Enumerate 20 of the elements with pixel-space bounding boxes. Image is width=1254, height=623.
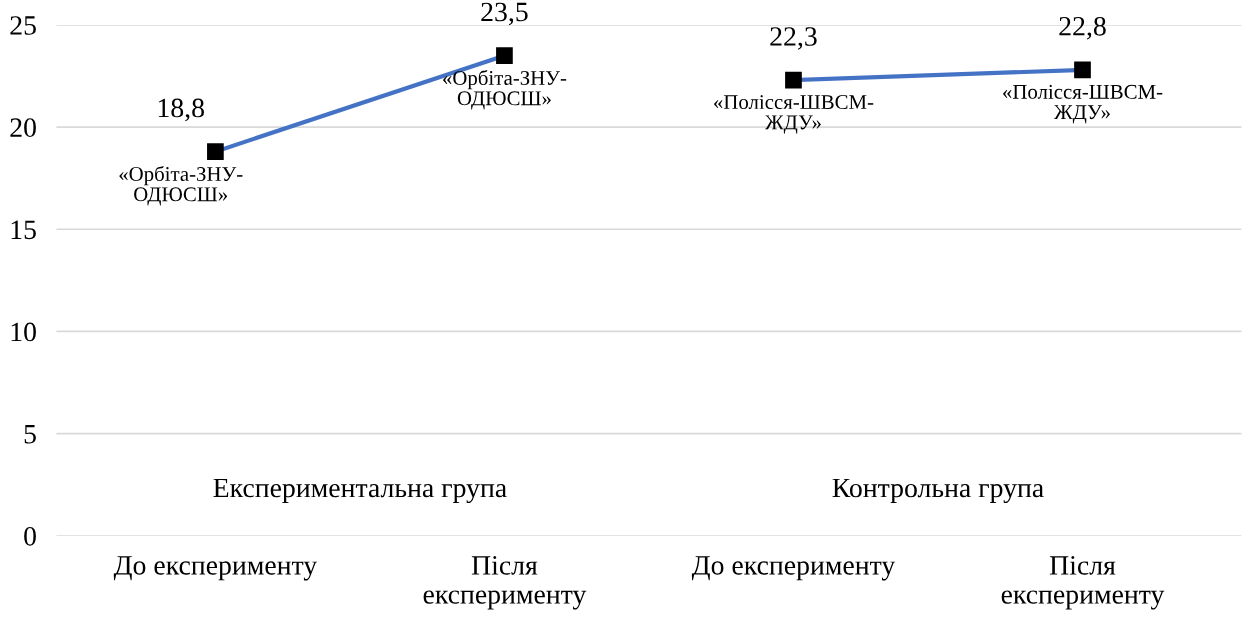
y-tick-label: 20 (10, 118, 36, 137)
y-tick-label: 15 (11, 220, 36, 240)
data-label: 22,8 (1059, 16, 1106, 40)
y-tick-label: 0 (24, 526, 36, 546)
data-label: 18,8 (158, 98, 204, 122)
x-tick-label: До експерименту (113, 556, 318, 581)
y-tick-label: 5 (24, 425, 36, 444)
annotation: Експериментальна група (213, 478, 507, 504)
x-tick-label: До експерименту (691, 556, 896, 581)
annotation: «Полісся-ШВСМ- ЖДУ» (714, 95, 874, 134)
x-tick-label: Після експерименту (423, 556, 587, 610)
data-label: 22,3 (770, 27, 817, 50)
y-tick-label: 25 (10, 16, 36, 35)
annotation: «Орбіта-ЗНУ- ОДЮСШ» (443, 69, 567, 110)
y-tick-label: 10 (11, 322, 36, 342)
annotation: «Орбіта-ЗНУ- ОДЮСШ» (119, 165, 243, 206)
annotation: «Полісся-ШВСМ- ЖДУ» (1003, 84, 1163, 124)
annotation: Контрольна група (832, 478, 1044, 504)
x-tick-label: Після експерименту (1001, 556, 1165, 610)
data-label: 23,5 (481, 2, 528, 26)
